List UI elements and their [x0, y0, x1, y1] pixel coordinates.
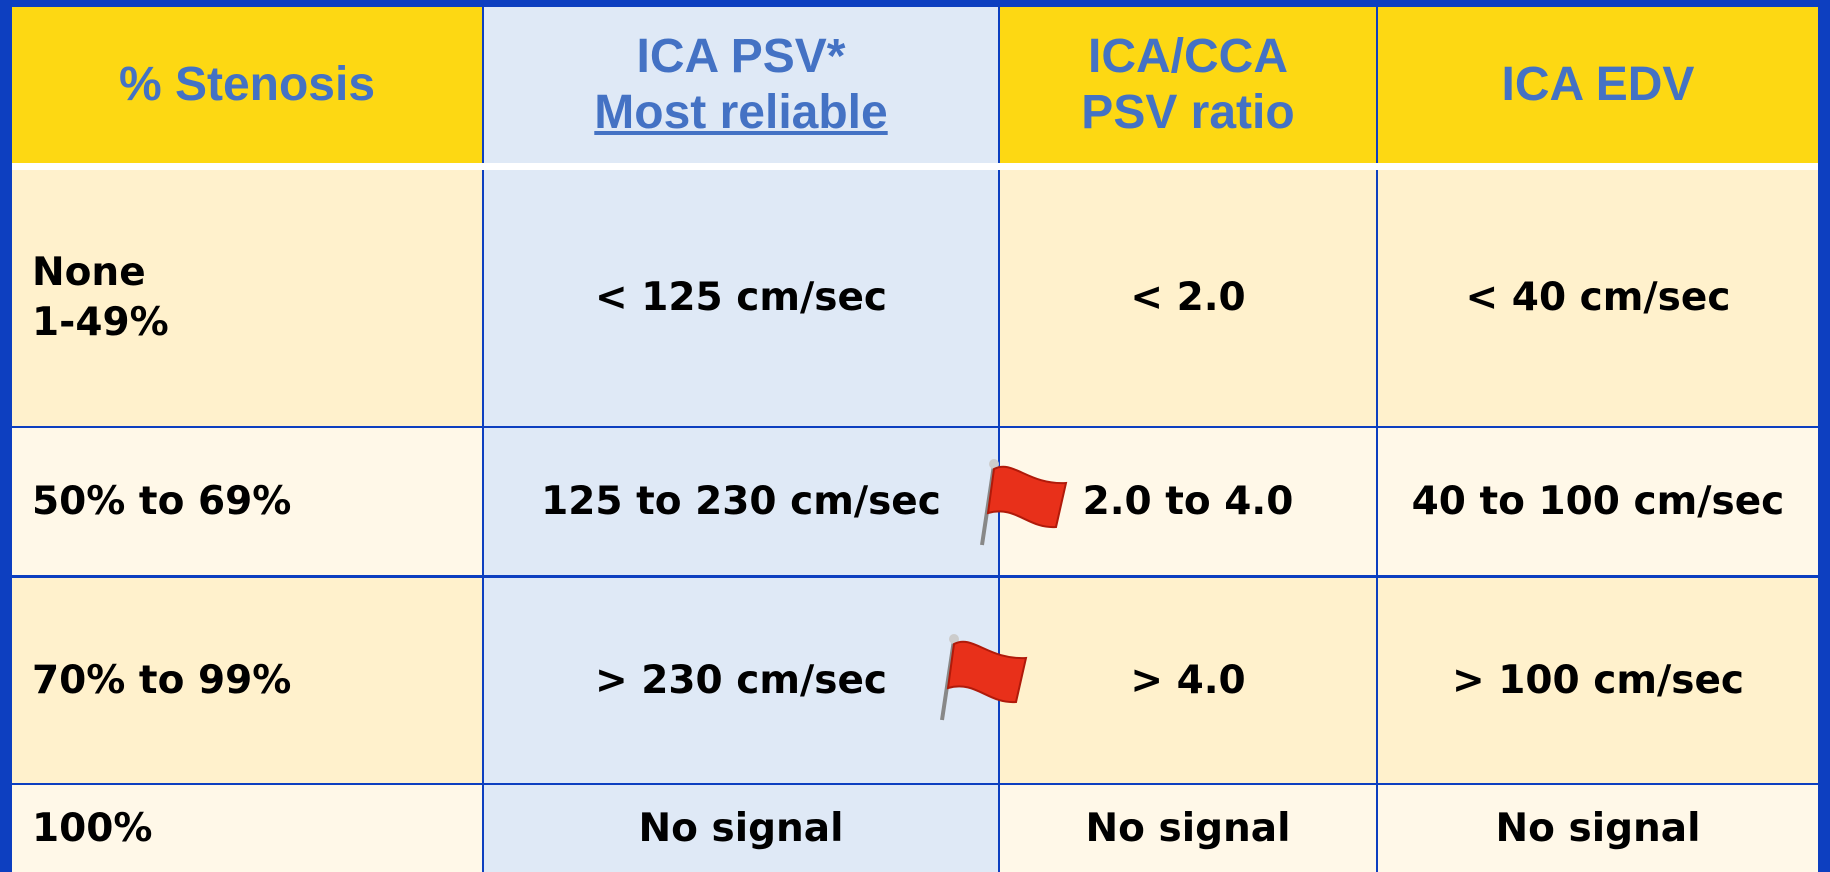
- cell-text: PSV ratio: [1081, 86, 1295, 139]
- red-flag: [980, 459, 1068, 546]
- cell-text: Most reliable: [594, 86, 888, 139]
- table-cell: 70% to 99%: [12, 578, 482, 783]
- cell-text: ICA/CCA: [1088, 30, 1288, 83]
- table-cell: No signal: [484, 785, 998, 872]
- cell-text: < 40 cm/sec: [1465, 275, 1731, 320]
- cell-text: 1-49%: [32, 300, 169, 345]
- cell-text: < 2.0: [1130, 275, 1246, 320]
- cell-text: No signal: [1495, 805, 1701, 851]
- cell-text: % Stenosis: [118, 58, 376, 111]
- cell-text: > 230 cm/sec: [594, 657, 888, 703]
- table-cell: > 4.0: [1000, 578, 1376, 783]
- header-separator: [12, 163, 1818, 170]
- cell-text: 40 to 100 cm/sec: [1411, 478, 1785, 524]
- table-cell: None 1-49%: [12, 170, 482, 426]
- table-cell: No signal: [1378, 785, 1818, 872]
- header-cell: ICA/CCA PSV ratio: [1000, 7, 1376, 163]
- header-cell: ICA EDV: [1378, 7, 1818, 163]
- cell-text: No signal: [638, 805, 844, 851]
- cell-text: ICA PSV*: [636, 30, 846, 83]
- cell-text: > 100 cm/sec: [1451, 657, 1745, 703]
- cell-text: < 125 cm/sec: [594, 275, 888, 320]
- table-cell: 125 to 230 cm/sec: [484, 428, 998, 575]
- table-cell: < 2.0: [1000, 170, 1376, 426]
- cell-text: 70% to 99%: [32, 657, 292, 703]
- cell-text: No signal: [1085, 805, 1291, 851]
- table-cell: < 40 cm/sec: [1378, 170, 1818, 426]
- table-cell: 50% to 69%: [12, 428, 482, 575]
- cell-text: None: [32, 250, 146, 295]
- header-cell: ICA PSV* Most reliable: [484, 7, 998, 163]
- cell-text: > 4.0: [1130, 657, 1246, 703]
- table-cell: > 230 cm/sec: [484, 578, 998, 783]
- header-cell: % Stenosis: [12, 7, 482, 163]
- table-cell: 40 to 100 cm/sec: [1378, 428, 1818, 575]
- cell-text: 2.0 to 4.0: [1082, 478, 1294, 524]
- table-cell: < 125 cm/sec: [484, 170, 998, 426]
- table-cell: No signal: [1000, 785, 1376, 872]
- red-flag: [940, 634, 1028, 721]
- table-cell: 100%: [12, 785, 482, 872]
- cell-text: 125 to 230 cm/sec: [541, 478, 941, 524]
- table-cell: > 100 cm/sec: [1378, 578, 1818, 783]
- cell-text: 50% to 69%: [32, 478, 292, 524]
- cell-text: ICA EDV: [1501, 58, 1695, 111]
- cell-text: 100%: [32, 805, 153, 851]
